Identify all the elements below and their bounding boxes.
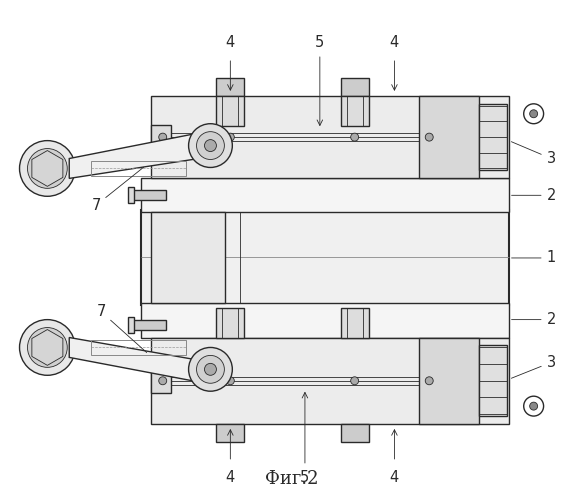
Circle shape <box>197 356 224 384</box>
Text: Фиг.2: Фиг.2 <box>265 470 319 488</box>
Bar <box>128 188 134 204</box>
Text: 4: 4 <box>390 35 399 50</box>
Circle shape <box>159 133 166 141</box>
Bar <box>151 125 171 149</box>
Circle shape <box>425 133 433 141</box>
Text: 4: 4 <box>226 470 235 485</box>
Bar <box>217 78 244 96</box>
Circle shape <box>189 124 232 168</box>
Text: 3: 3 <box>512 142 556 166</box>
Circle shape <box>530 402 538 410</box>
Circle shape <box>204 140 217 151</box>
Circle shape <box>204 364 217 376</box>
Text: 1: 1 <box>512 250 556 266</box>
Text: 7: 7 <box>96 304 147 352</box>
Bar <box>479 104 507 170</box>
Bar <box>151 338 509 424</box>
Circle shape <box>350 377 359 384</box>
Circle shape <box>197 132 224 160</box>
Bar <box>340 96 369 126</box>
Bar <box>91 340 186 355</box>
Polygon shape <box>69 338 215 384</box>
Bar <box>131 190 166 200</box>
Circle shape <box>19 320 75 376</box>
Circle shape <box>227 133 234 141</box>
Text: 2: 2 <box>512 188 556 203</box>
Bar <box>217 308 244 338</box>
Text: 5: 5 <box>315 35 325 50</box>
Polygon shape <box>32 330 63 366</box>
Bar <box>419 96 479 178</box>
Text: 5: 5 <box>300 470 310 485</box>
Bar <box>340 424 369 442</box>
Bar <box>141 178 509 212</box>
Circle shape <box>19 140 75 196</box>
Bar <box>479 346 507 416</box>
Circle shape <box>227 377 234 384</box>
Text: 2: 2 <box>512 312 556 327</box>
Bar <box>151 212 225 302</box>
Bar <box>151 96 509 178</box>
Text: 4: 4 <box>226 35 235 50</box>
Bar <box>91 160 186 176</box>
Bar <box>340 78 369 96</box>
Bar <box>151 369 171 392</box>
Circle shape <box>37 338 57 357</box>
Circle shape <box>27 148 67 188</box>
Bar <box>141 210 509 304</box>
Circle shape <box>189 348 232 391</box>
Circle shape <box>350 133 359 141</box>
Polygon shape <box>32 150 63 186</box>
Circle shape <box>530 110 538 118</box>
Circle shape <box>27 328 67 368</box>
Text: 4: 4 <box>390 470 399 485</box>
Bar <box>340 308 369 338</box>
Circle shape <box>159 377 166 384</box>
Text: 7: 7 <box>92 167 144 213</box>
Circle shape <box>425 377 433 384</box>
Circle shape <box>37 158 57 178</box>
Bar <box>419 338 479 424</box>
Polygon shape <box>69 132 215 178</box>
Text: 3: 3 <box>512 355 556 378</box>
Bar <box>217 424 244 442</box>
Bar <box>131 320 166 330</box>
Bar <box>128 316 134 332</box>
Bar <box>217 96 244 126</box>
Bar <box>141 302 509 338</box>
